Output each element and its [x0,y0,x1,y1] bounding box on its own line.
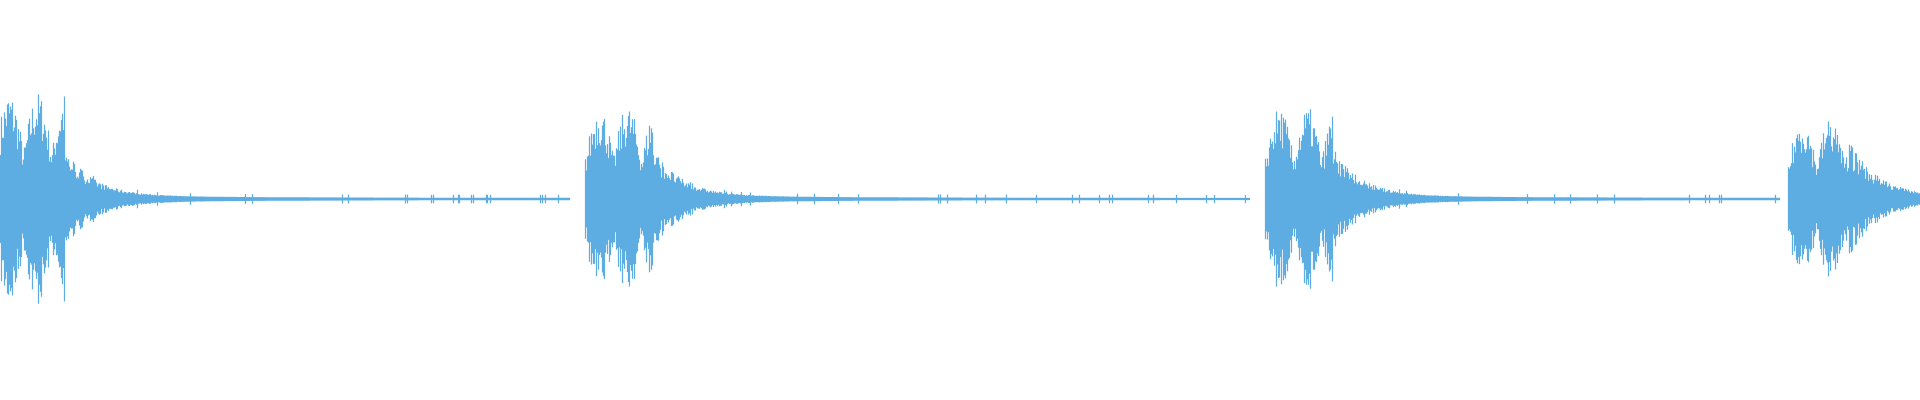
waveform-burst-2 [584,111,1251,287]
waveform-burst-3 [1264,109,1781,289]
waveform-burst-4 [1787,121,1920,277]
waveform-burst-1 [0,94,571,304]
